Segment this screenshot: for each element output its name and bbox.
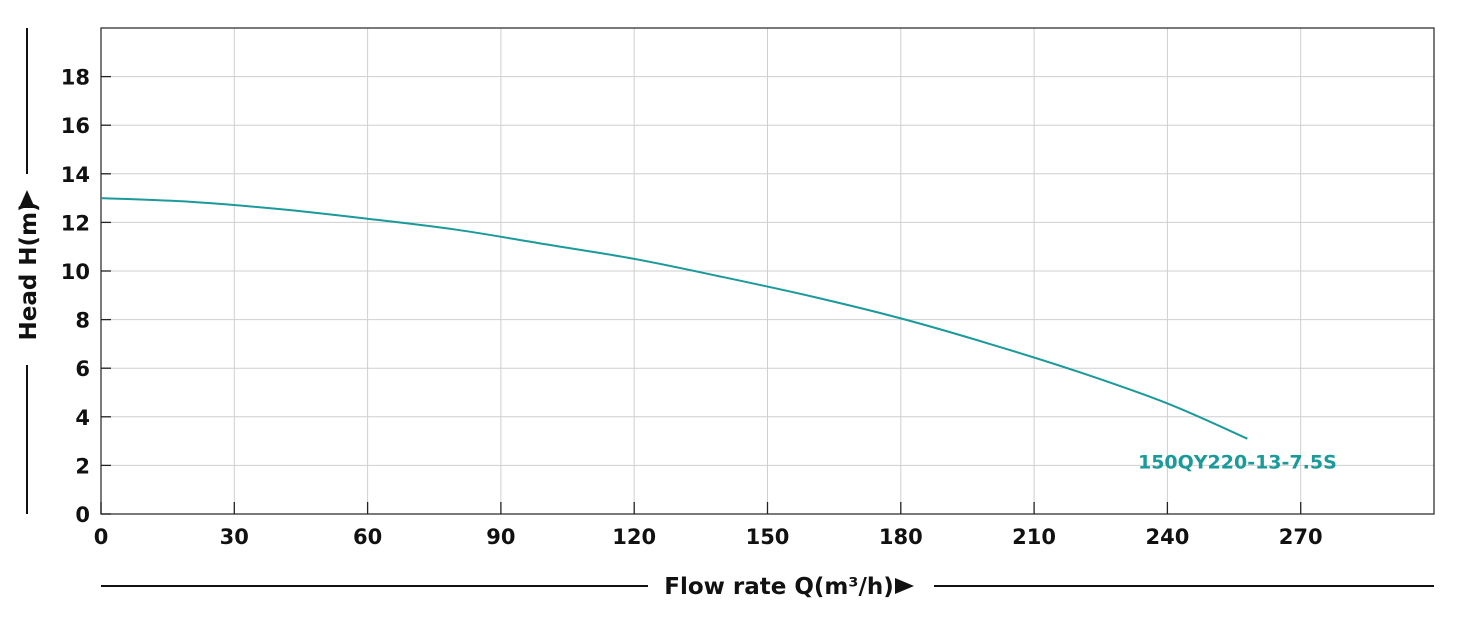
y-tick-label: 8 (75, 309, 90, 333)
y-tick-label: 4 (75, 406, 90, 430)
y-axis-title: Head H(m) (16, 201, 42, 340)
y-tick-label: 2 (75, 454, 90, 478)
x-tick-label: 60 (353, 525, 382, 549)
x-tick-label: 30 (220, 525, 249, 549)
y-tick-label: 6 (75, 357, 90, 381)
x-tick-label: 180 (879, 525, 923, 549)
x-tick-label: 270 (1279, 525, 1323, 549)
y-tick-label: 18 (61, 66, 90, 90)
y-tick-label: 12 (61, 211, 90, 235)
x-tick-label: 150 (746, 525, 790, 549)
x-tick-label: 210 (1012, 525, 1056, 549)
y-tick-label: 0 (75, 503, 90, 527)
x-axis-arrow-icon (895, 578, 914, 594)
y-tick-label: 16 (61, 114, 90, 138)
tick-layer: 0 30 60 90 120 150 180 210 240 270 0 2 4 6 8 10 12 14 16 18 (61, 66, 1323, 549)
y-tick-label: 10 (61, 260, 90, 284)
y-axis-arrow-icon (19, 190, 35, 208)
x-tick-label: 0 (94, 525, 109, 549)
x-tick-label: 120 (612, 525, 656, 549)
x-tick-label: 90 (486, 525, 515, 549)
grid-layer (101, 28, 1434, 514)
x-tick-label: 240 (1145, 525, 1189, 549)
x-axis-title: Flow rate Q(m³/h) (664, 574, 894, 600)
series-line (100, 197, 1248, 440)
series-layer: 150QY220-13-7.5S (100, 197, 1337, 474)
series-label: 150QY220-13-7.5S (1138, 452, 1337, 474)
y-tick-label: 14 (61, 163, 90, 187)
